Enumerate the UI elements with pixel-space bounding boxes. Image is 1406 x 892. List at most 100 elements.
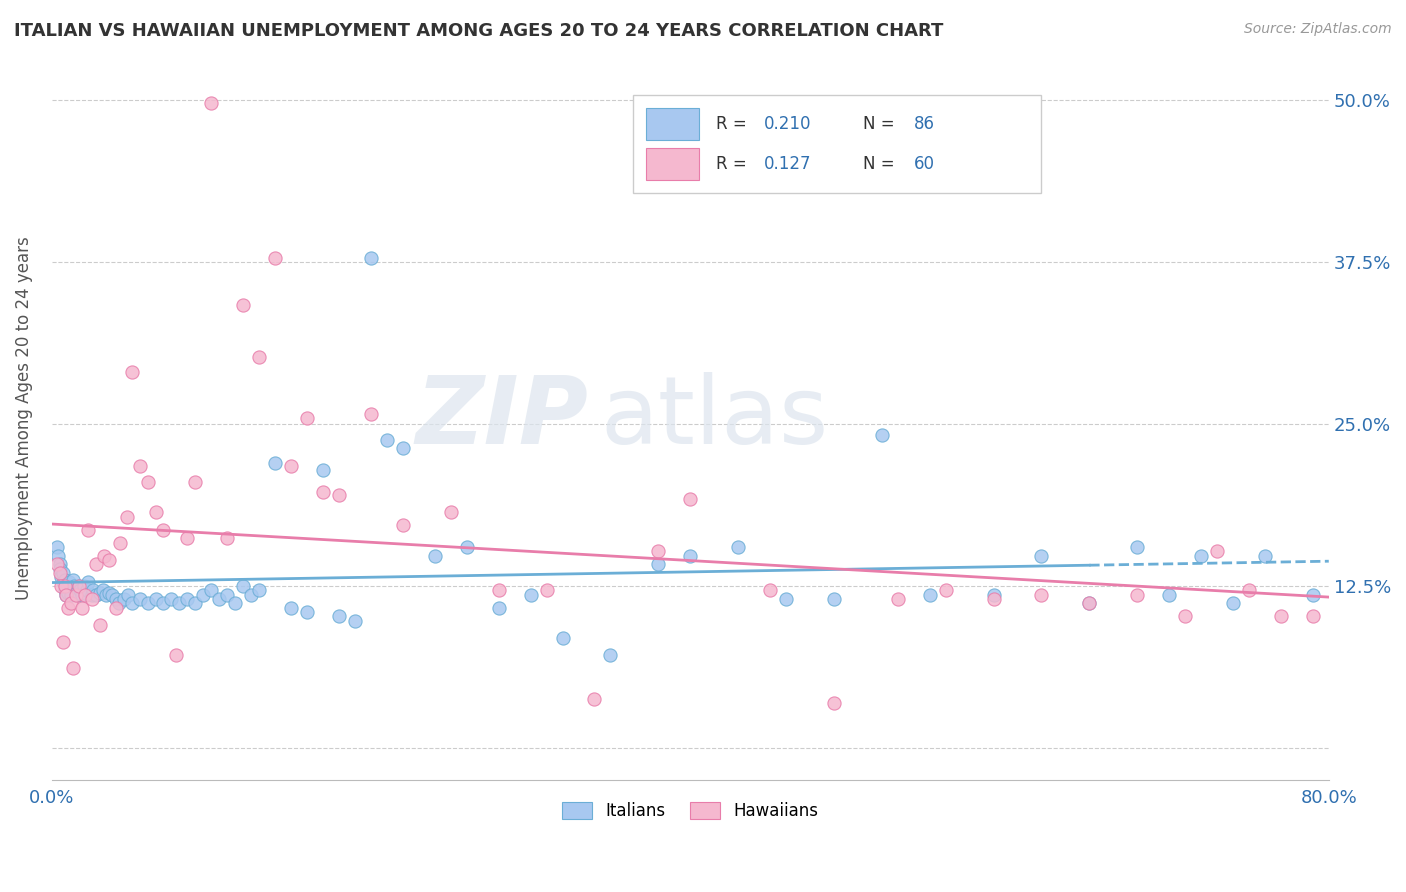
Point — [52, 634, 75, 648]
Point — [360, 407, 382, 421]
Point — [887, 592, 910, 607]
Point — [128, 458, 150, 473]
Point — [48, 566, 70, 581]
Point — [136, 596, 159, 610]
Point — [45, 557, 67, 571]
Point — [86, 588, 108, 602]
Point — [107, 596, 129, 610]
Point — [56, 601, 79, 615]
Point — [1159, 588, 1181, 602]
Point — [184, 475, 207, 490]
Point — [98, 553, 121, 567]
Point — [440, 505, 463, 519]
Point — [91, 582, 114, 597]
Point — [647, 544, 669, 558]
Point — [247, 350, 270, 364]
Point — [56, 579, 79, 593]
Point — [52, 575, 75, 590]
Point — [488, 582, 510, 597]
Point — [56, 585, 79, 599]
Point — [232, 298, 254, 312]
Point — [89, 585, 111, 599]
Point — [62, 660, 84, 674]
Point — [360, 252, 382, 266]
Point — [52, 566, 75, 581]
Point — [152, 596, 174, 610]
Point — [77, 524, 100, 538]
Point — [76, 582, 98, 597]
Point — [247, 582, 270, 597]
Point — [184, 596, 207, 610]
Point — [136, 475, 159, 490]
Point — [679, 549, 702, 564]
Point — [51, 570, 73, 584]
Point — [67, 579, 90, 593]
Point — [1078, 596, 1101, 610]
Text: 0.127: 0.127 — [765, 155, 811, 173]
Point — [1126, 588, 1149, 602]
Point — [200, 96, 222, 111]
Point — [117, 588, 139, 602]
Point — [59, 582, 82, 597]
Point — [160, 592, 183, 607]
Point — [53, 579, 76, 593]
Point — [1174, 608, 1197, 623]
Point — [73, 579, 96, 593]
Text: N =: N = — [863, 115, 900, 133]
Point — [59, 596, 82, 610]
Point — [295, 605, 318, 619]
Text: ITALIAN VS HAWAIIAN UNEMPLOYMENT AMONG AGES 20 TO 24 YEARS CORRELATION CHART: ITALIAN VS HAWAIIAN UNEMPLOYMENT AMONG A… — [14, 22, 943, 40]
Point — [344, 614, 367, 628]
Point — [145, 505, 167, 519]
Point — [328, 488, 350, 502]
Point — [519, 588, 541, 602]
Point — [456, 540, 478, 554]
Point — [1031, 588, 1053, 602]
Text: 0.210: 0.210 — [765, 115, 811, 133]
Point — [145, 592, 167, 607]
FancyBboxPatch shape — [645, 108, 699, 140]
Text: atlas: atlas — [600, 372, 830, 464]
Point — [193, 588, 215, 602]
Text: 86: 86 — [914, 115, 935, 133]
Text: R =: R = — [716, 115, 752, 133]
Point — [240, 588, 263, 602]
Text: Source: ZipAtlas.com: Source: ZipAtlas.com — [1244, 22, 1392, 37]
Point — [62, 573, 84, 587]
Point — [77, 575, 100, 590]
Point — [152, 524, 174, 538]
Point — [121, 596, 143, 610]
Point — [983, 592, 1005, 607]
Point — [165, 648, 187, 662]
Point — [870, 427, 893, 442]
Point — [75, 588, 97, 602]
Point — [86, 557, 108, 571]
Point — [45, 540, 67, 554]
FancyBboxPatch shape — [633, 95, 1042, 193]
Point — [423, 549, 446, 564]
Point — [217, 531, 239, 545]
Y-axis label: Unemployment Among Ages 20 to 24 years: Unemployment Among Ages 20 to 24 years — [15, 235, 32, 599]
Point — [66, 588, 89, 602]
Point — [80, 592, 103, 607]
FancyBboxPatch shape — [645, 148, 699, 180]
Point — [65, 585, 87, 599]
Point — [1078, 596, 1101, 610]
Point — [82, 582, 104, 597]
Point — [46, 549, 69, 564]
Text: R =: R = — [716, 155, 752, 173]
Point — [115, 510, 138, 524]
Point — [759, 582, 782, 597]
Point — [392, 518, 415, 533]
Point — [1270, 608, 1292, 623]
Point — [647, 557, 669, 571]
Point — [1189, 549, 1212, 564]
Point — [69, 582, 91, 597]
Point — [727, 540, 749, 554]
Point — [295, 410, 318, 425]
Point — [312, 484, 335, 499]
Point — [93, 549, 115, 564]
Point — [823, 696, 845, 710]
Point — [176, 592, 198, 607]
Point — [264, 252, 287, 266]
